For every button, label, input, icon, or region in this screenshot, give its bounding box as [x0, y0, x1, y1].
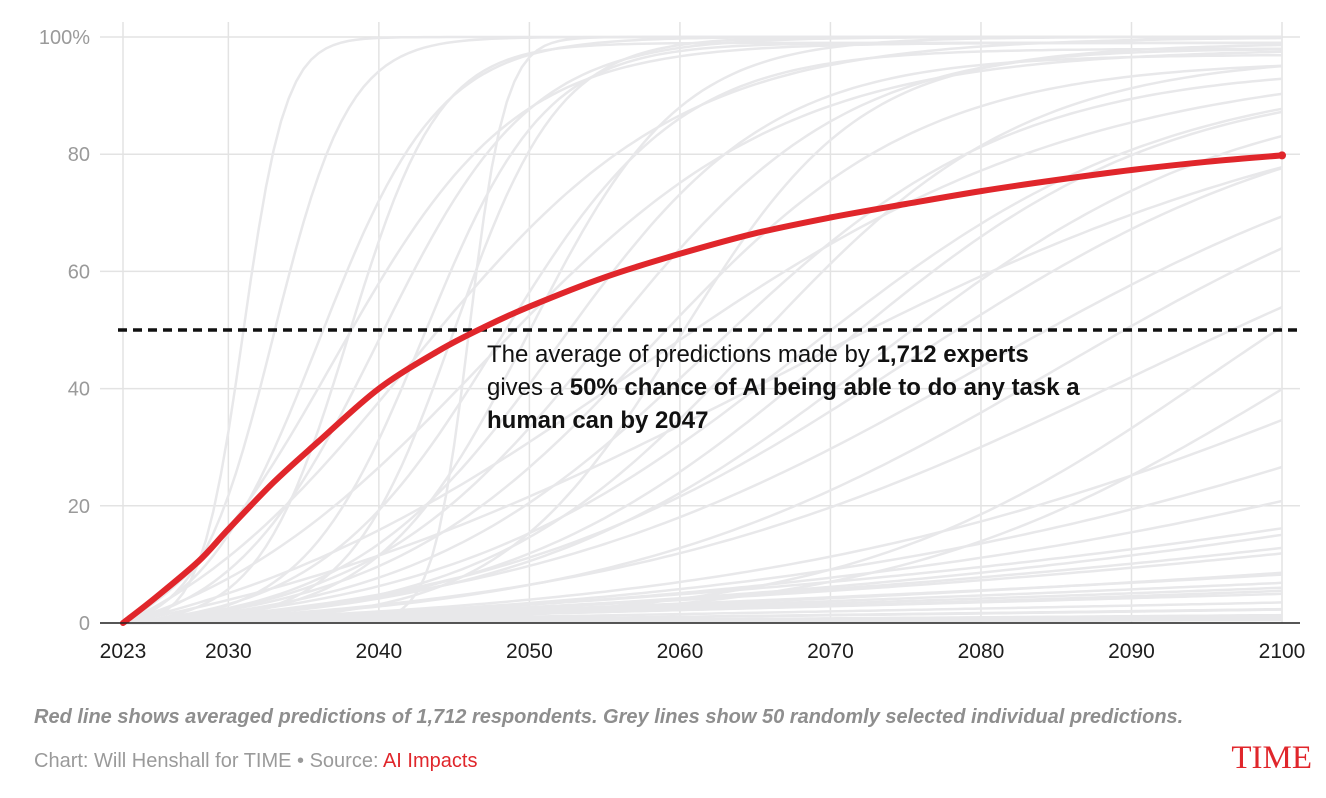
sample-line-31 — [122, 36, 1283, 625]
chart-credit: Chart: Will Henshall for TIME • Source: … — [34, 750, 477, 773]
annotation: The average of predictions made by 1,712… — [487, 338, 1087, 437]
x-tick-label-7: 2090 — [1108, 640, 1155, 663]
sample-prediction-lines — [122, 35, 1283, 625]
sample-line-20 — [122, 215, 1283, 625]
average-line-end-dot — [1278, 151, 1286, 160]
y-tick-label-5: 100% — [39, 27, 90, 49]
sample-line-16 — [122, 107, 1283, 625]
sample-line-49 — [122, 601, 1283, 625]
average-prediction-line — [120, 152, 1285, 626]
sample-line-33 — [122, 50, 1283, 625]
x-tick-label-1: 2030 — [205, 640, 252, 663]
sample-line-34 — [122, 165, 1283, 625]
x-tick-label-6: 2080 — [958, 640, 1005, 663]
grid — [100, 22, 1300, 624]
time-logo: TIME — [1231, 740, 1312, 776]
x-tick-label-8: 2100 — [1259, 640, 1306, 663]
annotation-text-2: 1,712 experts — [876, 341, 1029, 368]
credit-prefix: Chart: Will Henshall for TIME • Source: — [34, 750, 383, 772]
sample-line-12 — [122, 64, 1283, 625]
annotation-text-3: gives a — [487, 374, 570, 401]
x-tick-label-3: 2050 — [506, 640, 553, 663]
x-tick-label-5: 2070 — [807, 640, 854, 663]
y-tick-label-4: 80 — [68, 144, 90, 166]
source-link[interactable]: AI Impacts — [382, 750, 478, 772]
x-tick-label-4: 2060 — [657, 640, 704, 663]
x-tick-label-0: 2023 — [100, 640, 147, 663]
annotation-text-4: 50% chance of AI being able to do any ta… — [487, 374, 1080, 434]
sample-line-10 — [122, 53, 1282, 625]
sample-line-46 — [122, 546, 1283, 625]
sample-line-30 — [122, 41, 1282, 625]
y-tick-label-2: 40 — [68, 379, 90, 401]
annotation-text-1: The average of predictions made by — [487, 341, 877, 368]
sample-line-9 — [122, 35, 1282, 625]
y-tick-label-3: 60 — [68, 261, 90, 283]
y-tick-label-0: 0 — [79, 613, 90, 635]
sample-line-22 — [122, 306, 1283, 625]
sample-line-18 — [122, 134, 1283, 625]
y-tick-label-1: 20 — [68, 496, 90, 518]
sample-line-11 — [122, 43, 1283, 625]
sample-line-32 — [122, 92, 1283, 625]
sample-line-21 — [122, 247, 1283, 625]
chart-caption: Red line shows averaged predictions of 1… — [34, 706, 1184, 728]
sample-line-14 — [122, 77, 1283, 625]
x-tick-label-2: 2040 — [356, 640, 403, 663]
average-line-group — [120, 151, 1286, 626]
